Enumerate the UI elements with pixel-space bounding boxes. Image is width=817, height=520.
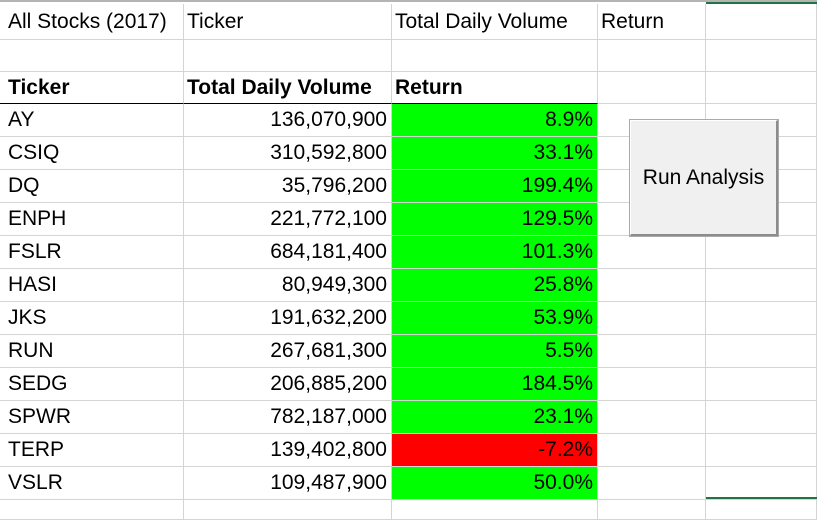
volume-cell[interactable]: 782,187,000	[184, 401, 392, 434]
cell-empty[interactable]	[598, 302, 706, 335]
return-cell[interactable]: -7.2%	[392, 434, 598, 467]
ticker-cell[interactable]: TERP	[0, 434, 184, 467]
volume-cell[interactable]: 267,681,300	[184, 335, 392, 368]
return-cell[interactable]: 5.5%	[392, 335, 598, 368]
table-row: DQ 35,796,200 199.4%	[0, 170, 817, 203]
header-ticker[interactable]: Ticker	[0, 72, 184, 104]
ticker-cell[interactable]: VSLR	[0, 467, 184, 500]
volume-cell[interactable]: 221,772,100	[184, 203, 392, 236]
ticker-cell[interactable]: RUN	[0, 335, 184, 368]
ticker-cell[interactable]: CSIQ	[0, 137, 184, 170]
volume-cell[interactable]: 206,885,200	[184, 368, 392, 401]
ticker-cell[interactable]: JKS	[0, 302, 184, 335]
cell-empty[interactable]	[706, 467, 817, 500]
volume-cell[interactable]: 109,487,900	[184, 467, 392, 500]
ticker-cell[interactable]: SPWR	[0, 401, 184, 434]
return-cell[interactable]: 50.0%	[392, 467, 598, 500]
selection-border-top	[706, 2, 817, 4]
cell-title-return[interactable]: Return	[598, 4, 706, 40]
empty-row	[0, 500, 817, 520]
ticker-cell[interactable]: HASI	[0, 269, 184, 302]
table-row: JKS 191,632,200 53.9%	[0, 302, 817, 335]
volume-cell[interactable]: 35,796,200	[184, 170, 392, 203]
selection-border-bottom	[706, 497, 817, 499]
return-cell[interactable]: 25.8%	[392, 269, 598, 302]
cell-empty[interactable]	[392, 500, 598, 520]
ticker-cell[interactable]: AY	[0, 104, 184, 137]
cell-title-empty[interactable]	[706, 4, 817, 40]
return-cell[interactable]: 8.9%	[392, 104, 598, 137]
cell-empty[interactable]	[598, 335, 706, 368]
return-cell[interactable]: 184.5%	[392, 368, 598, 401]
table-row: ENPH 221,772,100 129.5%	[0, 203, 817, 236]
cell-empty[interactable]	[598, 236, 706, 269]
cell-empty[interactable]	[706, 236, 817, 269]
cell-empty[interactable]	[706, 72, 817, 104]
cell-empty[interactable]	[598, 401, 706, 434]
cell-empty[interactable]	[598, 434, 706, 467]
table-row: VSLR 109,487,900 50.0%	[0, 467, 817, 500]
table-row: TERP 139,402,800 -7.2%	[0, 434, 817, 467]
title-row: All Stocks (2017) Ticker Total Daily Vol…	[0, 4, 817, 40]
ticker-cell[interactable]: DQ	[0, 170, 184, 203]
header-return[interactable]: Return	[392, 72, 598, 104]
volume-cell[interactable]: 310,592,800	[184, 137, 392, 170]
cell-empty[interactable]	[706, 269, 817, 302]
header-row: Ticker Total Daily Volume Return	[0, 72, 817, 104]
cell-title[interactable]: All Stocks (2017)	[0, 4, 184, 40]
cell-empty[interactable]	[598, 269, 706, 302]
ticker-cell[interactable]: ENPH	[0, 203, 184, 236]
table-row: SPWR 782,187,000 23.1%	[0, 401, 817, 434]
cell-title-volume[interactable]: Total Daily Volume	[392, 4, 598, 40]
cell-empty[interactable]	[706, 401, 817, 434]
cell-empty[interactable]	[706, 302, 817, 335]
empty-row	[0, 40, 817, 72]
cell-empty[interactable]	[184, 40, 392, 72]
cell-empty[interactable]	[598, 40, 706, 72]
cell-empty[interactable]	[706, 40, 817, 72]
return-cell[interactable]: 53.9%	[392, 302, 598, 335]
cell-empty[interactable]	[184, 500, 392, 520]
cell-empty[interactable]	[598, 72, 706, 104]
table-row: FSLR 684,181,400 101.3%	[0, 236, 817, 269]
ticker-cell[interactable]: FSLR	[0, 236, 184, 269]
table-row: RUN 267,681,300 5.5%	[0, 335, 817, 368]
return-cell[interactable]: 33.1%	[392, 137, 598, 170]
table-row: SEDG 206,885,200 184.5%	[0, 368, 817, 401]
volume-cell[interactable]: 684,181,400	[184, 236, 392, 269]
cell-empty[interactable]	[392, 40, 598, 72]
cell-empty[interactable]	[0, 40, 184, 72]
grid-top-border	[0, 0, 817, 2]
return-cell[interactable]: 101.3%	[392, 236, 598, 269]
volume-cell[interactable]: 136,070,900	[184, 104, 392, 137]
volume-cell[interactable]: 80,949,300	[184, 269, 392, 302]
ticker-cell[interactable]: SEDG	[0, 368, 184, 401]
cell-empty[interactable]	[598, 500, 706, 520]
return-cell[interactable]: 23.1%	[392, 401, 598, 434]
volume-cell[interactable]: 139,402,800	[184, 434, 392, 467]
cell-title-ticker[interactable]: Ticker	[184, 4, 392, 40]
cell-empty[interactable]	[0, 500, 184, 520]
cell-empty[interactable]	[706, 434, 817, 467]
cell-empty[interactable]	[706, 500, 817, 520]
cell-empty[interactable]	[706, 368, 817, 401]
table-row: HASI 80,949,300 25.8%	[0, 269, 817, 302]
volume-cell[interactable]: 191,632,200	[184, 302, 392, 335]
cell-empty[interactable]	[706, 335, 817, 368]
header-volume[interactable]: Total Daily Volume	[184, 72, 392, 104]
return-cell[interactable]: 199.4%	[392, 170, 598, 203]
return-cell[interactable]: 129.5%	[392, 203, 598, 236]
cell-empty[interactable]	[598, 368, 706, 401]
run-analysis-button[interactable]: Run Analysis	[629, 119, 779, 237]
cell-empty[interactable]	[598, 467, 706, 500]
